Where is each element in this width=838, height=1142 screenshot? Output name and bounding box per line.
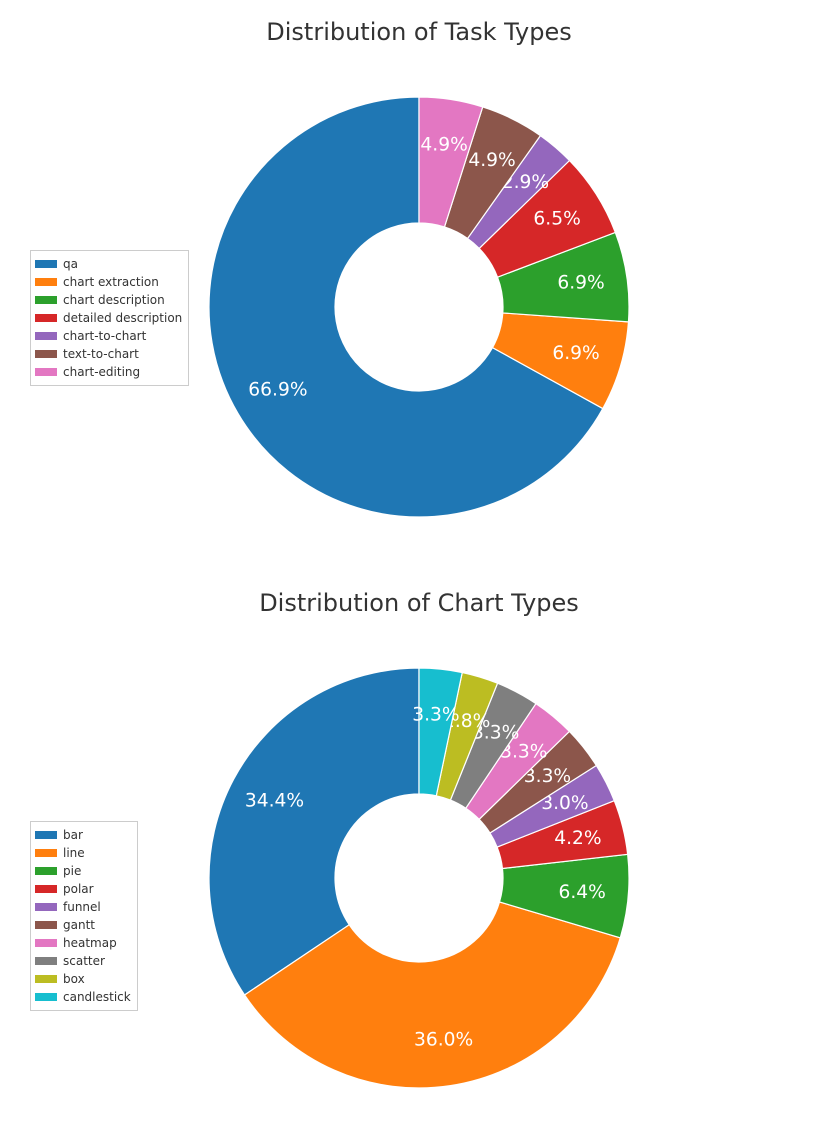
task_types-pct-label: 6.9% (552, 343, 599, 364)
task-types-chart-block: Distribution of Task Types 66.9% 6.9% 6.9%… (0, 0, 838, 571)
chart_types-pct-label: 4.2% (554, 828, 601, 849)
task_types-pct-label: 4.9% (468, 150, 515, 171)
legend-swatch (35, 993, 57, 1001)
legend-label: funnel (63, 900, 101, 914)
legend-swatch (35, 278, 57, 286)
chart-types-legend: bar line pie polar funnel gantt heatmap scatter… (30, 821, 138, 1011)
chart_types-legend-item: line (35, 844, 131, 862)
chart_types-legend-item: bar (35, 826, 131, 844)
task_types-legend-item: detailed description (35, 309, 182, 327)
legend-swatch (35, 296, 57, 304)
legend-label: detailed description (63, 311, 182, 325)
legend-label: chart-editing (63, 365, 140, 379)
legend-swatch (35, 332, 57, 340)
chart_types-legend-item: funnel (35, 898, 131, 916)
task_types-legend-item: qa (35, 255, 182, 273)
chart_types-legend-item: box (35, 970, 131, 988)
legend-label: qa (63, 257, 78, 271)
legend-label: candlestick (63, 990, 131, 1004)
legend-label: box (63, 972, 85, 986)
chart_types-pct-label: 3.3% (412, 705, 459, 726)
chart_types-pct-label: 36.0% (414, 1029, 473, 1050)
task_types-legend-item: chart extraction (35, 273, 182, 291)
legend-label: heatmap (63, 936, 117, 950)
task_types-legend-item: chart description (35, 291, 182, 309)
chart_types-legend-item: heatmap (35, 934, 131, 952)
legend-swatch (35, 314, 57, 322)
chart_types-legend-item: pie (35, 862, 131, 880)
legend-label: polar (63, 882, 94, 896)
task_types-pct-label: 4.9% (420, 135, 467, 156)
legend-swatch (35, 849, 57, 857)
legend-swatch (35, 867, 57, 875)
legend-swatch (35, 957, 57, 965)
legend-swatch (35, 885, 57, 893)
chart-types-chart-block: Distribution of Chart Types 34.4% 36.0% 6.… (0, 571, 838, 1142)
legend-swatch (35, 921, 57, 929)
legend-swatch (35, 903, 57, 911)
legend-label: gantt (63, 918, 95, 932)
legend-label: pie (63, 864, 81, 878)
chart_types-legend-item: scatter (35, 952, 131, 970)
task_types-legend-item: text-to-chart (35, 345, 182, 363)
legend-swatch (35, 939, 57, 947)
task-types-title: Distribution of Task Types (0, 0, 838, 52)
legend-swatch (35, 831, 57, 839)
task_types-legend-item: chart-to-chart (35, 327, 182, 345)
legend-label: chart-to-chart (63, 329, 146, 343)
task_types-pct-label: 6.9% (557, 273, 604, 294)
legend-swatch (35, 260, 57, 268)
legend-swatch (35, 975, 57, 983)
chart_types-slice-bar (209, 668, 419, 995)
task_types-pct-label: 66.9% (248, 380, 307, 401)
chart-types-donut: 34.4%36.0%6.4%4.2%3.0%3.3%3.3%3.3%2.8%3.… (159, 623, 679, 1123)
task_types-pct-label: 6.5% (533, 208, 580, 229)
chart-types-title: Distribution of Chart Types (0, 571, 838, 623)
task-types-donut: 66.9%6.9%6.9%6.5%2.9%4.9%4.9% (159, 52, 679, 552)
chart_types-legend-item: gantt (35, 916, 131, 934)
task-types-legend: qa chart extraction chart description detai… (30, 250, 189, 386)
chart_types-pct-label: 34.4% (245, 790, 304, 811)
task_types-legend-item: chart-editing (35, 363, 182, 381)
legend-label: scatter (63, 954, 105, 968)
legend-label: chart description (63, 293, 165, 307)
legend-swatch (35, 350, 57, 358)
legend-label: text-to-chart (63, 347, 139, 361)
legend-label: chart extraction (63, 275, 159, 289)
legend-label: line (63, 846, 85, 860)
chart_types-pct-label: 6.4% (558, 882, 605, 903)
chart_types-legend-item: candlestick (35, 988, 131, 1006)
legend-label: bar (63, 828, 83, 842)
chart_types-legend-item: polar (35, 880, 131, 898)
legend-swatch (35, 368, 57, 376)
